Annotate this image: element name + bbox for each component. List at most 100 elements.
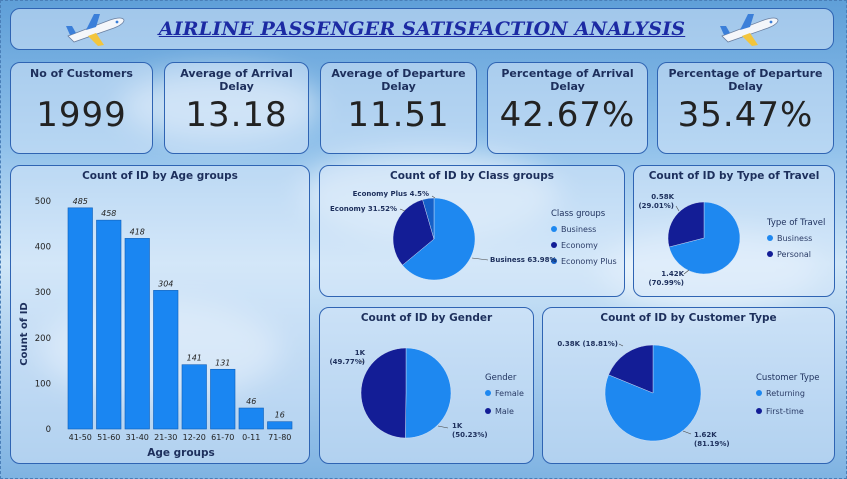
data-label: Business 63.98% (490, 256, 557, 264)
y-tick-label: 300 (35, 288, 51, 298)
airplane-icon (720, 14, 779, 46)
x-tick-label: 51-60 (97, 433, 120, 442)
pie-slice[interactable] (667, 201, 705, 248)
pie-slice[interactable] (668, 201, 741, 275)
data-label: 304 (158, 279, 173, 288)
kpi-label: Percentage of Arrival Delay (501, 67, 634, 93)
data-label: 1.42K (661, 270, 684, 278)
bar[interactable] (124, 238, 150, 430)
class-groups-pie-chart: Class groups Business Economy Economy Plus E… (330, 190, 617, 281)
legend-item: Female (495, 389, 524, 398)
customer-type-chart-panel: Count of ID by Customer Type Customer Ty… (542, 307, 835, 464)
kpi-card-customers: No of Customers 1999 (10, 62, 153, 154)
kpi-card-departure-delay-pct: Percentage of Departure Delay 35.47% (657, 62, 834, 154)
legend-item: Business (561, 225, 596, 234)
pie-slice[interactable] (608, 344, 654, 394)
data-label: 1K (355, 349, 366, 357)
dashboard-title: AIRLINE PASSENGER SATISFACTION ANALYSIS (158, 18, 686, 40)
kpi-card-arrival-delay-pct: Percentage of Arrival Delay 42.67% (487, 62, 648, 154)
chart-title: Count of ID by Gender (360, 312, 493, 324)
chart-title: Count of ID by Age groups (82, 170, 238, 182)
bar[interactable] (96, 219, 122, 430)
x-tick-label: 31-40 (126, 433, 149, 442)
data-label: 141 (187, 354, 202, 363)
pie-slice[interactable] (392, 199, 435, 266)
data-label: 418 (130, 227, 145, 236)
data-label: 0.38K (18.81%) (557, 340, 618, 348)
legend-marker (756, 390, 762, 396)
kpi-value: 42.67% (499, 95, 636, 135)
bar[interactable] (153, 290, 179, 430)
kpi-value: 13.18 (185, 95, 288, 135)
legend-item: Economy Plus (561, 257, 617, 266)
kpi-value: 1999 (36, 95, 127, 135)
data-label: Economy Plus 4.5% (353, 190, 429, 198)
legend-marker (767, 251, 773, 257)
legend-item: Business (777, 234, 812, 243)
pie-slice[interactable] (402, 197, 476, 281)
age-groups-bar-chart: Count of ID Age groups 0 100 200 300 400 500 4… (19, 197, 293, 459)
legend-marker (551, 226, 557, 232)
y-tick-label: 500 (35, 197, 51, 207)
bar[interactable] (181, 364, 207, 430)
y-tick-label: 400 (35, 243, 51, 253)
bar[interactable] (67, 207, 93, 430)
airplane-icon (66, 14, 125, 46)
chart-title: Count of ID by Type of Travel (648, 170, 820, 182)
kpi-card-arrival-delay: Average of Arrival Delay 13.18 (164, 62, 309, 154)
legend-marker (485, 408, 491, 414)
pie-slice[interactable] (405, 347, 452, 439)
x-axis-label: Age groups (147, 447, 215, 459)
y-tick-label: 0 (46, 425, 51, 435)
legend-item: Returning (766, 389, 805, 398)
data-label: 131 (215, 358, 230, 367)
legend-item: First-time (766, 407, 804, 416)
type-of-travel-chart-panel: Count of ID by Type of Travel Type of Tr… (633, 165, 835, 297)
data-label: 46 (246, 397, 256, 406)
kpi-value: 35.47% (677, 95, 814, 135)
data-label: (70.99%) (648, 279, 684, 287)
customer-type-pie-chart: Customer Type Returning First-time 0.38K (1… (557, 340, 820, 448)
legend-marker (767, 235, 773, 241)
data-label: 458 (101, 209, 116, 218)
bar[interactable] (210, 368, 236, 430)
y-axis-label: Count of ID (19, 302, 30, 365)
legend-title: Customer Type (756, 373, 820, 383)
pie-slice[interactable] (422, 197, 435, 240)
data-label: (81.19%) (694, 440, 730, 448)
data-label: 485 (73, 197, 88, 206)
data-label: 0.58K (651, 193, 674, 201)
y-tick-label: 100 (35, 379, 51, 389)
data-label: 1K (452, 422, 463, 430)
x-tick-label: 61-70 (211, 433, 234, 442)
kpi-card-departure-delay: Average of Departure Delay 11.51 (320, 62, 477, 154)
chart-title: Count of ID by Customer Type (600, 312, 777, 324)
data-label: Economy 31.52% (330, 205, 397, 213)
bar[interactable] (238, 407, 264, 430)
x-tick-label: 71-80 (268, 433, 291, 442)
legend-marker (551, 242, 557, 248)
gender-chart-panel: Count of ID by Gender Gender Female Male 1K… (319, 307, 534, 464)
data-label: (49.77%) (329, 358, 365, 366)
y-tick-label: 200 (35, 334, 51, 344)
data-label: (50.23%) (452, 431, 488, 439)
x-tick-label: 21-30 (154, 433, 177, 442)
legend-item: Economy (561, 241, 598, 250)
legend-title: Type of Travel (766, 218, 825, 228)
data-label: 16 (275, 411, 285, 420)
legend-item: Male (495, 407, 514, 416)
kpi-label: No of Customers (30, 67, 133, 80)
chart-title: Count of ID by Class groups (390, 170, 554, 182)
data-label: 1.62K (694, 431, 717, 439)
type-of-travel-pie-chart: Type of Travel Business Personal 0.58K(29.0… (638, 193, 825, 287)
pie-slice[interactable] (360, 347, 407, 439)
x-tick-label: 12-20 (183, 433, 206, 442)
x-tick-label: 41-50 (69, 433, 92, 442)
data-label: (29.01%) (638, 202, 674, 210)
legend-marker (551, 258, 557, 264)
x-tick-label: 0-11 (242, 433, 260, 442)
class-groups-chart-panel: Count of ID by Class groups Class groups… (319, 165, 625, 297)
legend-title: Class groups (551, 209, 606, 219)
bar[interactable] (267, 421, 293, 430)
